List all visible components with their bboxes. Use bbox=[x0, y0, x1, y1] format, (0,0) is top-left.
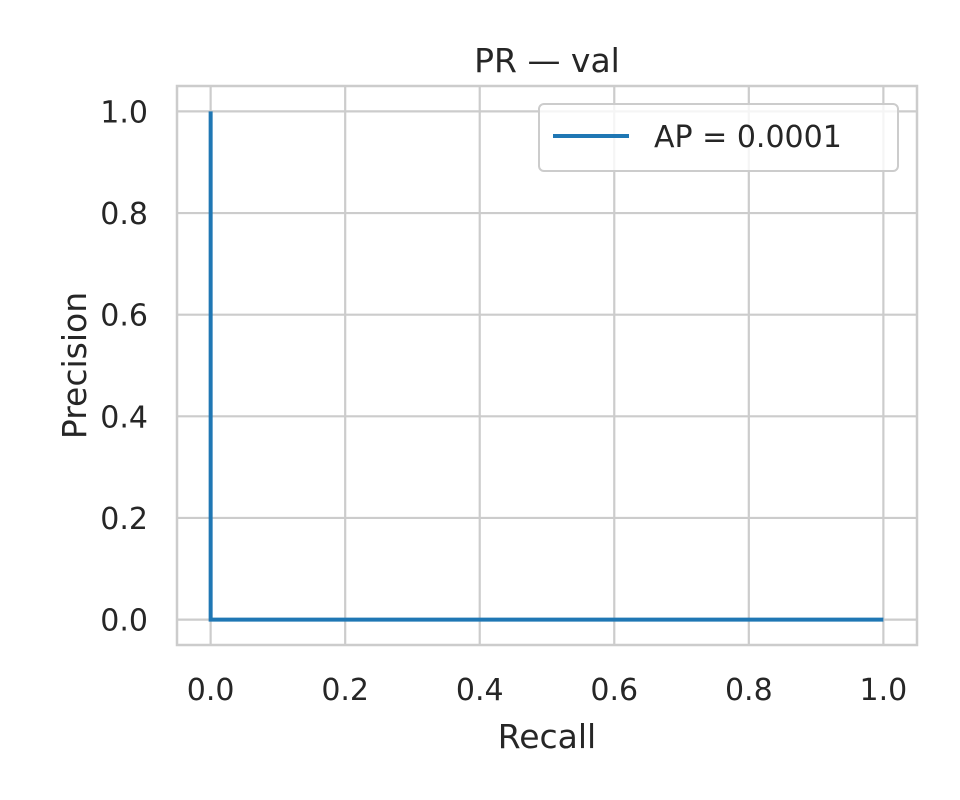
x-tick-label: 0.8 bbox=[725, 673, 773, 708]
y-tick-label: 0.0 bbox=[100, 604, 148, 639]
y-axis-title: Precision bbox=[55, 292, 94, 439]
legend-label: AP = 0.0001 bbox=[654, 120, 842, 155]
x-tick-label: 0.2 bbox=[321, 673, 369, 708]
y-tick-label: 0.8 bbox=[100, 197, 148, 232]
x-tick-labels: 0.0 0.2 0.4 0.6 0.8 1.0 bbox=[187, 673, 907, 708]
x-tick-label: 0.6 bbox=[590, 673, 638, 708]
y-tick-label: 1.0 bbox=[100, 95, 148, 130]
y-tick-label: 0.4 bbox=[100, 400, 148, 435]
chart-title: PR — val bbox=[474, 41, 620, 80]
legend-box bbox=[538, 103, 899, 172]
x-tick-label: 0.0 bbox=[187, 673, 235, 708]
series-line bbox=[208, 111, 884, 622]
y-tick-labels: 0.0 0.2 0.4 0.6 0.8 1.0 bbox=[100, 95, 148, 638]
y-tick-label: 0.2 bbox=[100, 502, 148, 537]
x-tick-label: 0.4 bbox=[456, 673, 504, 708]
x-tick-label: 1.0 bbox=[860, 673, 908, 708]
x-axis-title: Recall bbox=[498, 717, 596, 756]
plot-frame bbox=[175, 84, 919, 647]
y-tick-label: 0.6 bbox=[100, 299, 148, 334]
series-layer bbox=[208, 111, 884, 622]
legend: AP = 0.0001 bbox=[538, 103, 899, 172]
